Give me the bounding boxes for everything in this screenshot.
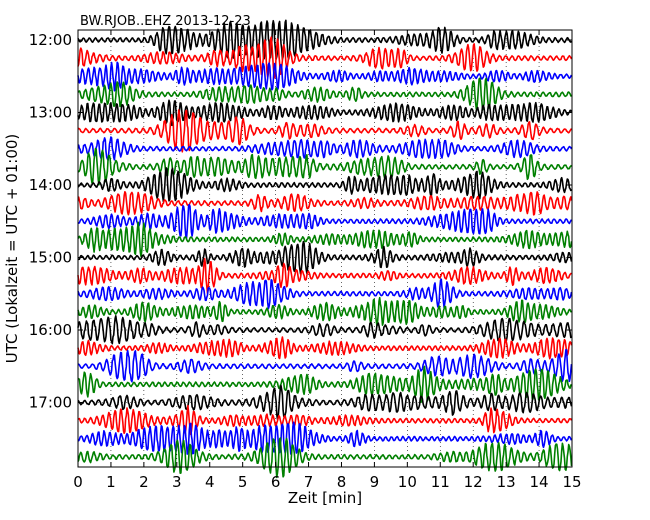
seismic-trace xyxy=(77,221,573,258)
seismic-trace xyxy=(77,190,573,216)
seismic-trace xyxy=(77,336,573,360)
x-tick-label: 12 xyxy=(464,473,483,491)
x-tick-label: 10 xyxy=(398,473,417,491)
chart-title: BW.RJOB..EHZ 2013-12-23 xyxy=(80,14,251,29)
seismic-trace xyxy=(77,109,573,153)
x-tick-label: 1 xyxy=(106,473,116,491)
y-tick-label: 12:00 xyxy=(29,31,72,49)
y-tick-label: 15:00 xyxy=(29,249,72,267)
x-axis-ticks: 0 1 2 3 4 5 6 7 8 9 10 11 12 13 14 15 xyxy=(73,30,582,491)
seismic-trace xyxy=(77,99,573,127)
seismic-trace xyxy=(77,404,573,436)
seismic-trace xyxy=(77,61,573,92)
seismic-trace xyxy=(77,421,573,455)
y-tick-label: 14:00 xyxy=(29,176,72,194)
seismic-trace xyxy=(77,315,573,345)
x-tick-label: 3 xyxy=(172,473,182,491)
seismic-trace xyxy=(77,365,573,404)
x-tick-label: 0 xyxy=(73,473,83,491)
x-tick-label: 15 xyxy=(562,473,581,491)
x-tick-label: 11 xyxy=(431,473,450,491)
seismic-trace xyxy=(77,240,573,275)
seismic-trace xyxy=(77,384,573,421)
seismic-trace xyxy=(77,257,572,295)
x-tick-label: 4 xyxy=(205,473,215,491)
y-axis-ticks: 12:00 13:00 14:00 15:00 16:00 17:00 xyxy=(29,31,572,412)
y-tick-label: 16:00 xyxy=(29,321,72,339)
x-tick-label: 13 xyxy=(497,473,516,491)
x-tick-label: 7 xyxy=(304,473,314,491)
x-tick-label: 6 xyxy=(271,473,281,491)
x-tick-label: 14 xyxy=(530,473,549,491)
seismic-trace xyxy=(77,19,573,61)
seismic-trace xyxy=(77,203,573,240)
y-tick-label: 17:00 xyxy=(29,394,72,412)
seismic-trace xyxy=(77,147,573,186)
seismic-trace xyxy=(77,167,573,203)
seismic-trace xyxy=(77,437,573,479)
y-axis-label: UTC (Lokalzeit = UTC + 01:00) xyxy=(3,134,21,364)
seismic-trace xyxy=(77,296,573,327)
x-tick-label: 8 xyxy=(337,473,347,491)
seismic-traces xyxy=(77,19,573,479)
y-tick-label: 13:00 xyxy=(29,104,72,122)
seismic-trace xyxy=(77,136,573,161)
seismic-trace xyxy=(77,348,573,383)
x-tick-label: 2 xyxy=(139,473,149,491)
x-tick-label: 9 xyxy=(370,473,380,491)
seismic-trace xyxy=(77,278,573,310)
plot-area-frame xyxy=(77,29,573,468)
seismic-trace xyxy=(77,36,573,79)
x-tick-label: 5 xyxy=(238,473,248,491)
x-axis-label: Zeit [min] xyxy=(288,489,362,507)
